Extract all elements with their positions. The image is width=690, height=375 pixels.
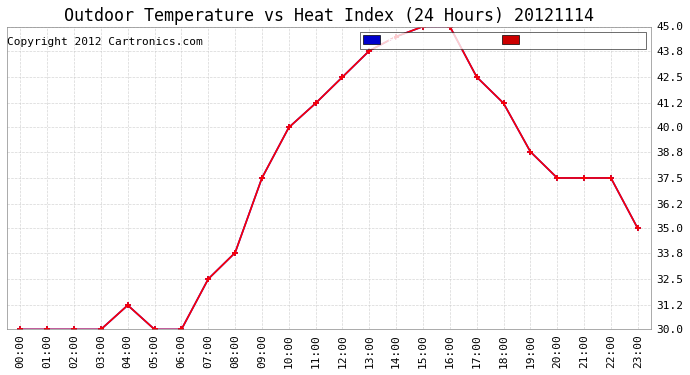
Legend: Heat Index  (°F), Temperature  (°F): Heat Index (°F), Temperature (°F): [359, 32, 646, 49]
Title: Outdoor Temperature vs Heat Index (24 Hours) 20121114: Outdoor Temperature vs Heat Index (24 Ho…: [64, 7, 594, 25]
Text: Copyright 2012 Cartronics.com: Copyright 2012 Cartronics.com: [7, 37, 203, 47]
